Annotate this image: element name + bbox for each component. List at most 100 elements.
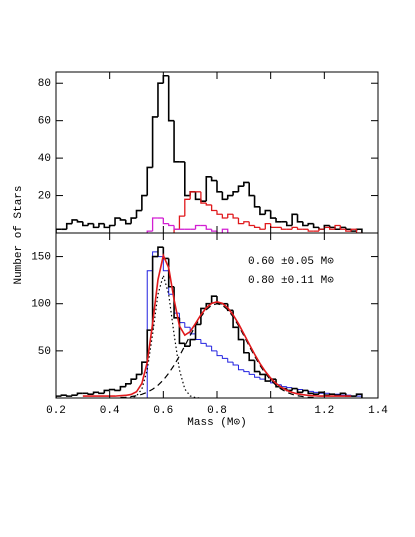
- y-tick-label: 40: [38, 153, 51, 165]
- histogram-step: [189, 338, 196, 347]
- histogram-step: [216, 210, 223, 215]
- histogram-step: [205, 225, 212, 230]
- histogram-step: [124, 383, 132, 387]
- histogram-step: [355, 393, 363, 398]
- x-tick-label: 1: [267, 405, 274, 417]
- histogram-step: [243, 369, 250, 373]
- histogram-step: [130, 378, 137, 384]
- histogram-step: [248, 371, 255, 375]
- histogram-step: [291, 226, 298, 230]
- histogram-step: [237, 185, 244, 192]
- y-tick-label: 60: [38, 116, 51, 128]
- histogram-step: [151, 116, 158, 168]
- histogram-step: [167, 75, 175, 122]
- histogram-step: [60, 394, 67, 397]
- histogram-step: [253, 195, 260, 208]
- x-tick-label: 0.4: [100, 405, 120, 417]
- histogram-step: [205, 203, 212, 206]
- histogram-step: [232, 362, 239, 366]
- histogram-step: [135, 209, 142, 219]
- histogram-step: [259, 227, 266, 230]
- histogram-step: [323, 226, 330, 230]
- histogram-step: [173, 120, 180, 163]
- histogram-step: [141, 361, 148, 375]
- histogram-step: [221, 214, 228, 219]
- histogram-step: [200, 199, 207, 202]
- histogram-step: [184, 198, 191, 217]
- histogram-step: [211, 346, 217, 352]
- histogram-step: [302, 389, 309, 393]
- histogram-step: [146, 230, 153, 233]
- histogram-step: [339, 225, 346, 230]
- histogram-step: [312, 223, 319, 229]
- histogram-step: [307, 229, 314, 232]
- histogram-step: [275, 218, 282, 223]
- histogram-step: [312, 393, 319, 396]
- histogram-step: [243, 221, 250, 224]
- histogram-step: [328, 225, 336, 229]
- histogram-step: [119, 218, 126, 221]
- histogram-step: [65, 395, 73, 397]
- histogram-step: [280, 384, 287, 388]
- plot-area: [56, 246, 363, 398]
- histogram-step: [195, 333, 201, 341]
- fit-curve: [120, 303, 314, 398]
- histogram-step: [56, 228, 62, 233]
- histogram-step: [297, 388, 303, 391]
- histogram-step: [307, 390, 314, 392]
- histogram-step: [264, 209, 271, 215]
- histogram-step: [253, 360, 260, 373]
- histogram-step: [184, 322, 191, 328]
- histogram-step: [259, 377, 266, 380]
- histogram-step: [151, 255, 158, 331]
- histogram-step: [162, 74, 169, 84]
- histogram-step: [200, 339, 207, 344]
- histogram-step: [291, 387, 298, 391]
- histogram-step: [141, 194, 148, 211]
- histogram-step: [221, 228, 229, 233]
- histogram-step: [329, 227, 336, 230]
- histogram-step: [205, 343, 212, 347]
- histogram-step: [226, 303, 234, 312]
- histogram-step: [135, 373, 142, 380]
- histogram-step: [210, 176, 217, 182]
- histogram-step: [108, 388, 116, 391]
- histogram-step: [146, 329, 153, 363]
- histogram-step: [92, 391, 99, 395]
- x-tick-label: 0.6: [153, 405, 173, 417]
- histogram-step: [162, 218, 169, 225]
- histogram-step: [350, 228, 357, 232]
- histogram-step: [237, 218, 244, 225]
- histogram-step: [87, 393, 94, 396]
- histogram-step: [232, 214, 239, 219]
- histogram-step: [76, 392, 83, 396]
- histogram-step: [103, 223, 110, 229]
- histogram-step: [259, 206, 266, 216]
- histogram-step: [184, 343, 191, 347]
- plot-area: [56, 74, 363, 233]
- histogram-step: [157, 82, 164, 117]
- histogram-step: [152, 251, 158, 271]
- histogram-step: [291, 213, 298, 226]
- histogram-step: [98, 392, 105, 395]
- histogram-step: [92, 223, 99, 229]
- y-tick-label: 50: [38, 346, 51, 358]
- histogram-step: [248, 221, 255, 227]
- histogram-step: [151, 217, 158, 232]
- histogram-step: [200, 191, 207, 204]
- histogram-step: [189, 191, 196, 200]
- histogram-step: [194, 323, 201, 340]
- histogram-step: [286, 386, 293, 389]
- histogram-step: [328, 393, 336, 396]
- histogram-step: [280, 227, 287, 230]
- y-tick-label: 150: [31, 251, 51, 263]
- histogram-step: [114, 389, 121, 392]
- histogram-step: [264, 374, 271, 382]
- histogram-step: [313, 391, 319, 393]
- histogram-step: [168, 223, 175, 227]
- histogram-step: [71, 394, 78, 397]
- histogram-step: [270, 223, 277, 229]
- histogram-step: [178, 313, 185, 324]
- histogram-step: [307, 390, 314, 395]
- histogram-step: [71, 219, 78, 224]
